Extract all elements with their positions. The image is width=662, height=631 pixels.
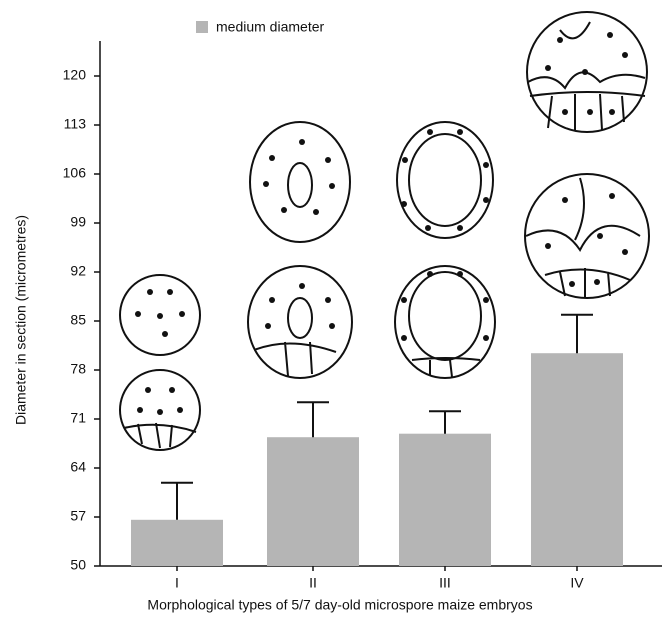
y-axis-label: Diameter in section (micrometres) bbox=[13, 215, 29, 425]
x-tick-label: II bbox=[309, 575, 317, 591]
error-bar bbox=[161, 481, 193, 520]
y-tick-label: 57 bbox=[70, 508, 86, 524]
y-tick-label: 120 bbox=[63, 67, 87, 83]
x-tick-label: IV bbox=[570, 575, 584, 591]
embryo-drawings bbox=[119, 11, 650, 451]
y-tick-label: 71 bbox=[70, 410, 86, 426]
error-bar bbox=[429, 410, 461, 434]
y-tick-label: 78 bbox=[70, 361, 86, 377]
legend-swatch bbox=[196, 21, 208, 33]
x-axis-label: Morphological types of 5/7 day-old micro… bbox=[147, 597, 532, 613]
legend-label: medium diameter bbox=[216, 19, 324, 35]
y-tick-label: 92 bbox=[70, 263, 86, 279]
bar bbox=[531, 353, 623, 566]
bar bbox=[399, 433, 491, 566]
error-bar bbox=[297, 401, 329, 438]
error-bar bbox=[561, 313, 593, 354]
x-tick-label: I bbox=[175, 575, 179, 591]
y-tick-label: 85 bbox=[70, 312, 86, 328]
y-tick-label: 50 bbox=[70, 557, 86, 573]
bar bbox=[131, 519, 223, 566]
x-tick-label: III bbox=[439, 575, 451, 591]
y-tick-label: 99 bbox=[70, 214, 86, 230]
y-tick-label: 113 bbox=[64, 116, 87, 132]
bar bbox=[267, 437, 359, 566]
y-tick-label: 64 bbox=[70, 459, 86, 475]
y-tick-label: 106 bbox=[63, 165, 87, 181]
